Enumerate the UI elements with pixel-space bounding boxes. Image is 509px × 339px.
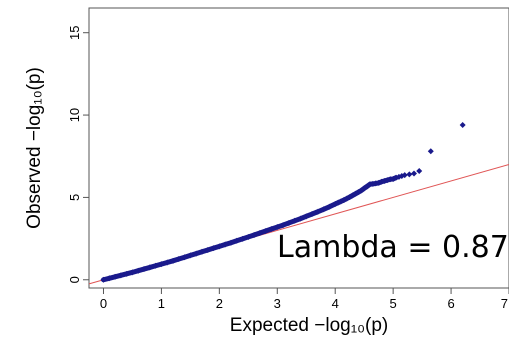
data-point <box>406 171 413 178</box>
data-point <box>227 239 234 246</box>
y-axis-title: Observed −log₁₀(p) <box>24 67 45 229</box>
data-point <box>320 206 327 213</box>
data-point <box>141 266 148 273</box>
x-tick-label: 7 <box>501 296 508 311</box>
data-point <box>459 121 466 128</box>
plot-frame <box>88 7 509 289</box>
data-point <box>106 275 113 282</box>
data-point <box>262 228 269 235</box>
y-tick-label: 0 <box>67 276 82 283</box>
data-point <box>112 273 119 280</box>
x-tick-label: 1 <box>158 296 165 311</box>
data-point <box>410 170 417 177</box>
data-point <box>129 269 136 276</box>
data-point <box>245 233 252 240</box>
data-point <box>280 222 287 229</box>
data-point <box>314 208 321 215</box>
data-point <box>158 261 165 268</box>
data-point <box>152 262 159 269</box>
data-point <box>401 172 408 179</box>
data-point <box>239 235 246 242</box>
data-point <box>268 226 275 233</box>
data-point <box>198 248 205 255</box>
data-point <box>135 267 142 274</box>
data-point <box>309 211 316 218</box>
y-axis: 0 5 10 15 <box>67 25 89 283</box>
x-tick-label: 4 <box>332 296 339 311</box>
x-axis-title: Expected −log₁₀(p) <box>230 315 388 336</box>
data-point <box>164 259 171 266</box>
data-point <box>170 257 176 264</box>
data-point <box>175 256 182 263</box>
data-point <box>233 237 240 244</box>
data-point <box>210 245 217 252</box>
data-point <box>251 231 258 238</box>
data-point <box>285 219 292 226</box>
data-points <box>100 121 466 283</box>
x-tick-label: 3 <box>274 296 281 311</box>
data-point <box>256 229 263 236</box>
data-point <box>427 148 434 155</box>
data-point <box>291 217 298 224</box>
data-point <box>100 276 107 283</box>
data-point <box>297 215 304 222</box>
x-tick-label: 5 <box>390 296 397 311</box>
data-point <box>193 250 200 257</box>
x-axis: 0 1 2 3 4 5 6 7 <box>100 288 509 311</box>
data-point <box>274 224 281 231</box>
data-point <box>222 241 229 248</box>
x-tick-label: 2 <box>216 296 223 311</box>
data-point <box>117 272 124 279</box>
y-tick-label: 15 <box>67 25 82 39</box>
data-point <box>416 168 423 175</box>
data-point <box>181 254 188 261</box>
y-tick-label: 10 <box>67 108 82 122</box>
data-point <box>326 203 333 210</box>
data-point <box>123 270 130 277</box>
data-point <box>204 246 211 253</box>
x-tick-label: 6 <box>447 296 454 311</box>
x-tick-label: 0 <box>100 296 107 311</box>
lambda-annotation: Lambda = 0.87 <box>277 230 509 265</box>
y-tick-label: 5 <box>67 194 82 201</box>
data-point <box>146 264 153 271</box>
data-point <box>303 213 310 220</box>
data-point <box>187 252 194 259</box>
data-point <box>216 243 223 250</box>
